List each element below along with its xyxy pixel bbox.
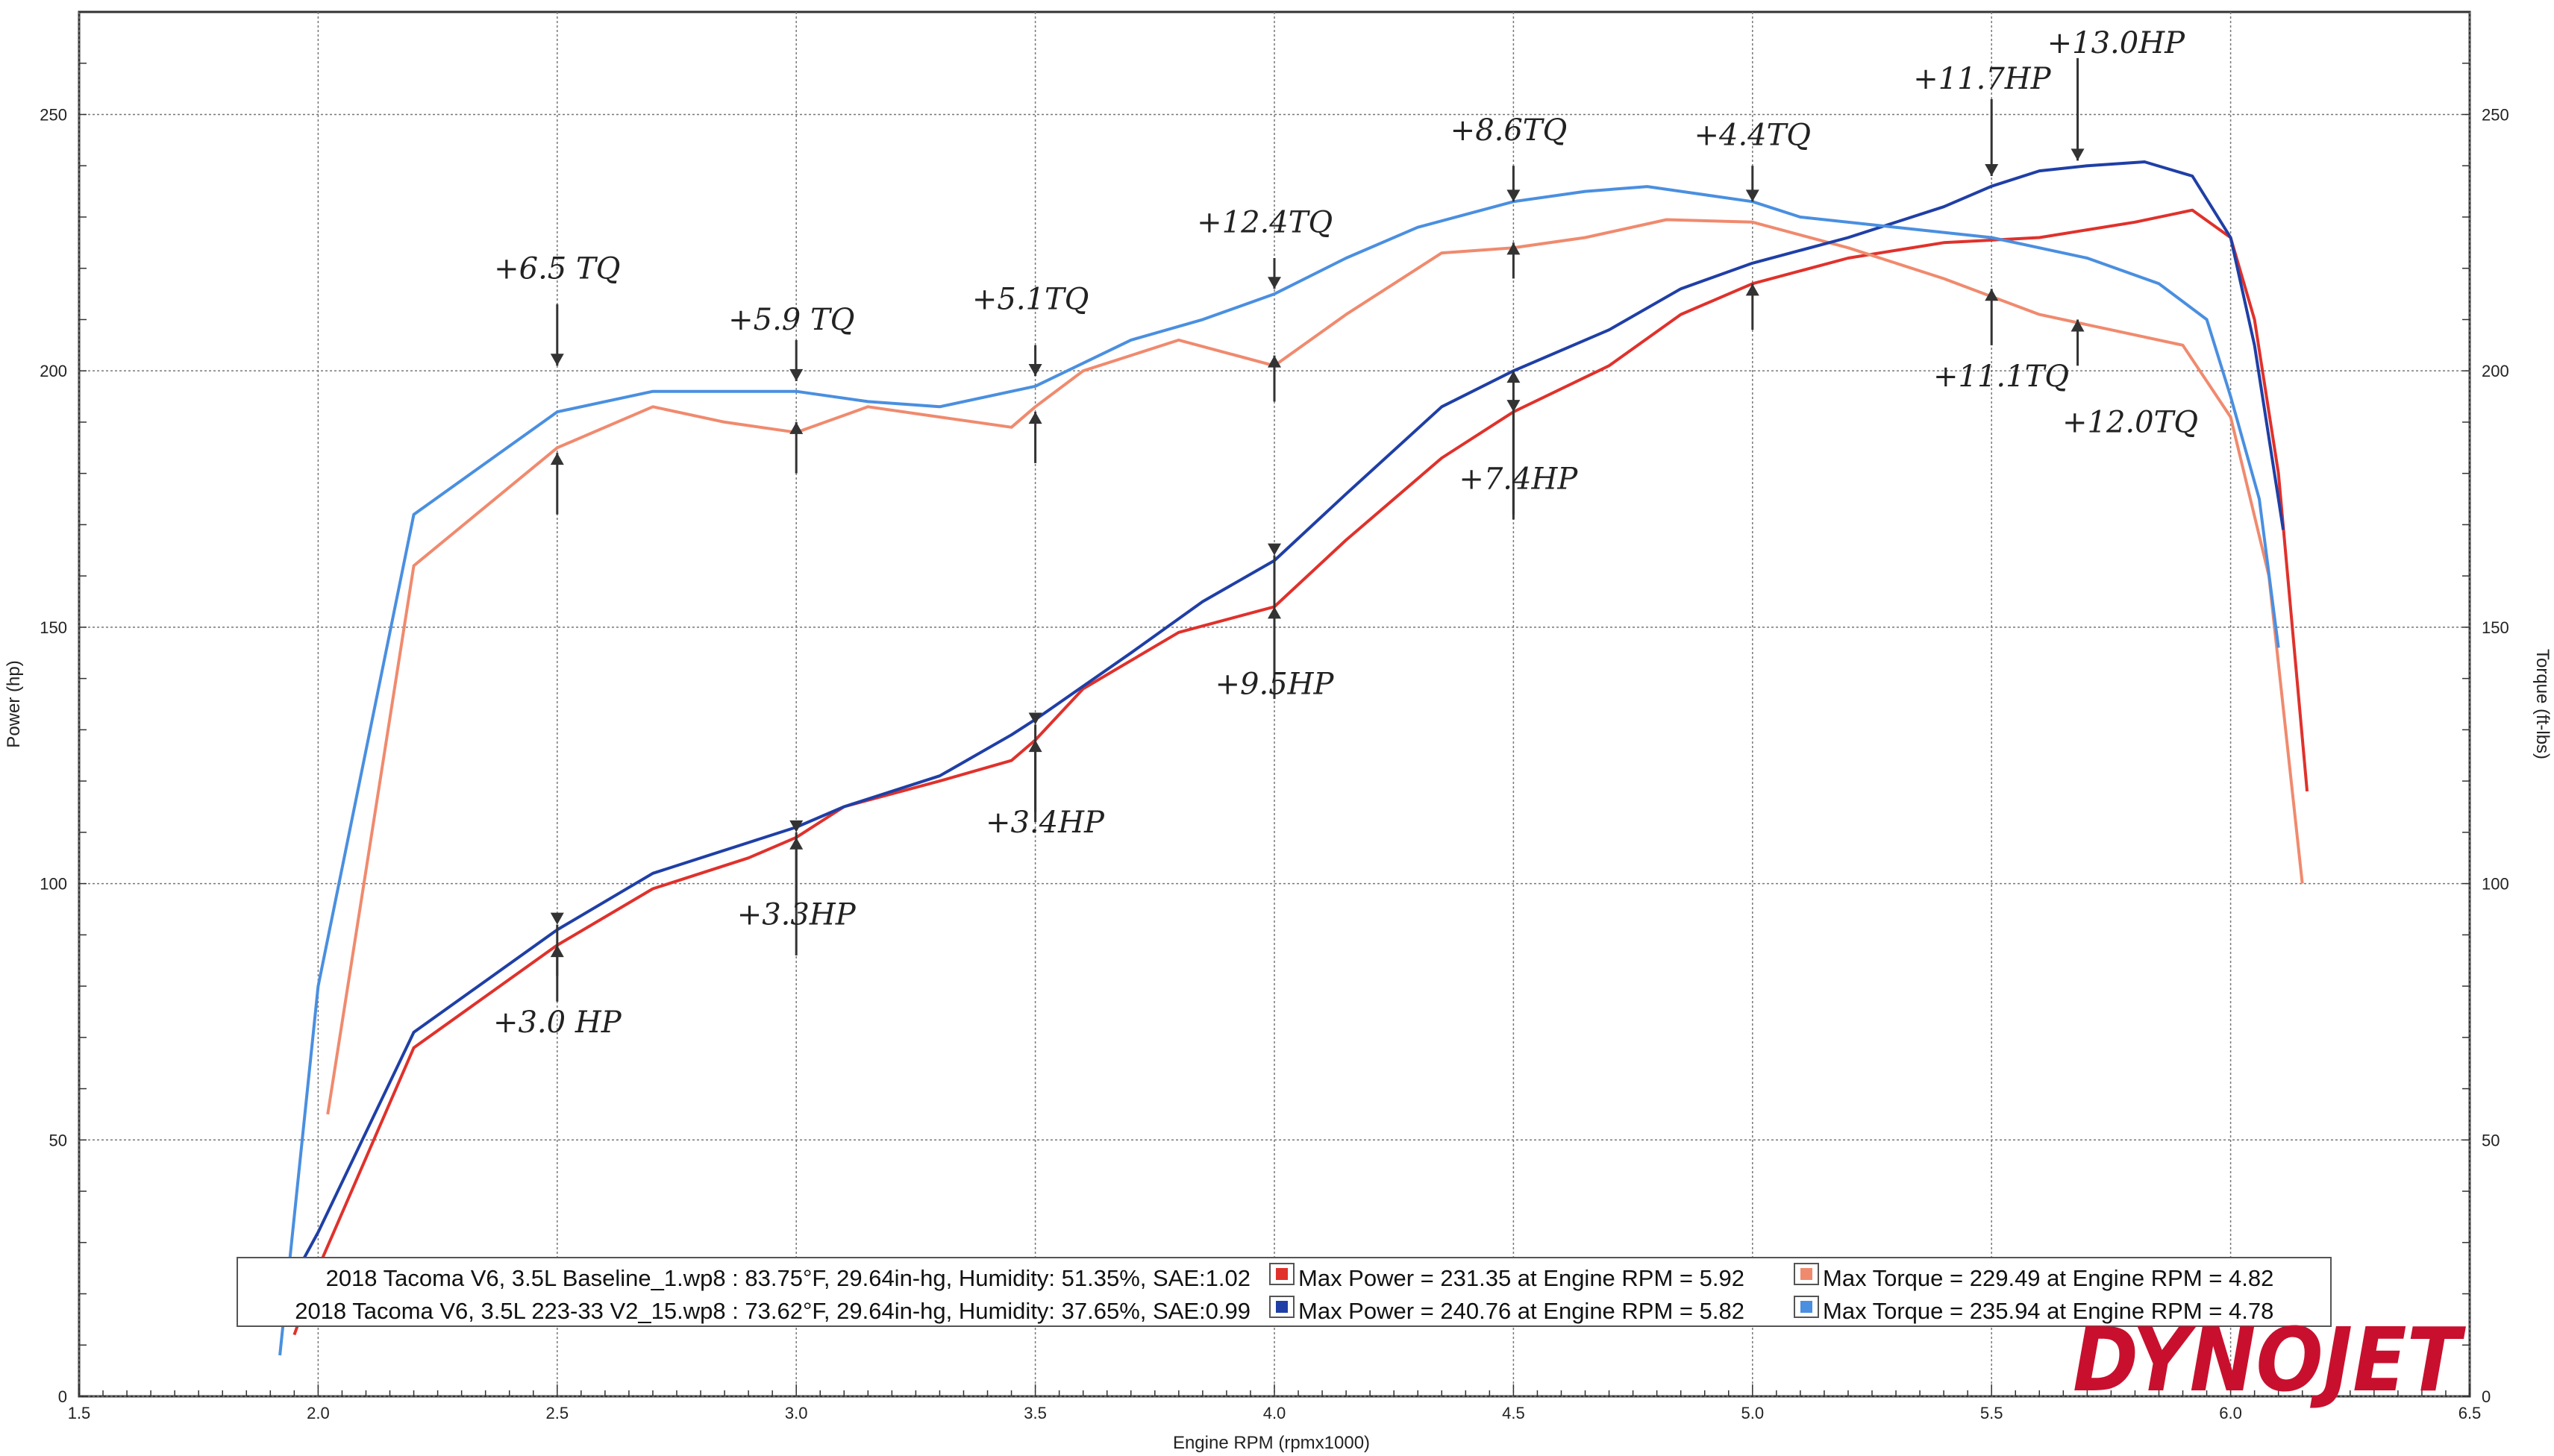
series-lines [278,160,2309,1356]
annotation-arrowhead [2071,319,2085,332]
annotation-arrowhead [789,837,804,850]
annotation-12: +3.4HP [986,806,1105,840]
x-tick-label-8: 5.5 [1980,1404,2003,1422]
y-tick-label-left-5: 250 [40,105,67,124]
x-tick-label-6: 4.5 [1502,1404,1525,1422]
annotation-arrowhead [550,912,564,925]
annotation-arrowhead [1985,163,1999,176]
annotation-9: +12.0TQ [2062,406,2198,440]
legend-swatch-torque-2 [1794,1296,1819,1318]
annotation-6: +11.7HP [1913,62,2051,96]
x-tick-label-9: 6.0 [2219,1404,2242,1422]
plot-area [78,10,2471,1398]
annotation-arrows [550,57,2085,1002]
legend-power-2: Max Power = 240.76 at Engine RPM = 5.82 [1298,1298,1744,1324]
y-tick-label-right-4: 200 [2482,362,2509,380]
x-tick-label-5: 4.0 [1263,1404,1286,1422]
x-tick-label-1: 2.0 [307,1404,330,1422]
legend: 2018 Tacoma V6, 3.5L Baseline_1.wp8 : 83… [237,1257,2332,1327]
y-tick-label-left-4: 200 [40,362,67,380]
minor-ticks [78,11,2470,1397]
y-tick-labels-right: 0 50 100 150 200 250 [2482,105,2509,1406]
annotation-4: +8.6TQ [1450,113,1568,148]
y-tick-label-left-3: 150 [40,618,67,637]
annotation-arrowhead [550,453,564,465]
x-tick-label-4: 3.5 [1024,1404,1047,1422]
y-tick-label-left-2: 100 [40,875,67,894]
annotation-arrowhead [1506,242,1521,255]
annotation-arrowhead [789,368,804,381]
y-tick-label-right-0: 0 [2482,1387,2491,1406]
annotation-arrowhead [1268,543,1281,556]
series-line-2 [283,160,2285,1295]
legend-swatch-power-2-fill [1276,1301,1288,1313]
annotation-8: +11.1TQ [1933,360,2069,394]
x-tick-label-7: 5.0 [1741,1404,1765,1422]
annotation-arrowhead [2071,148,2085,161]
y-tick-label-right-3: 150 [2482,618,2509,637]
legend-run-2: 2018 Tacoma V6, 3.5L 223-33 V2_15.wp8 : … [295,1298,1251,1324]
y-axis-label-left: Power (hp) [4,660,24,747]
annotation-arrowhead [1745,283,1759,296]
x-axis-label: Engine RPM (rpmx1000) [1173,1433,1370,1453]
x-tick-label-10: 6.5 [2458,1404,2482,1422]
legend-swatch-torque-1-fill [1800,1268,1812,1280]
legend-swatch-torque-2-fill [1800,1301,1812,1313]
annotations: +6.5 TQ +5.9 TQ +5.1TQ +12.4TQ +8.6TQ +4.4TQ +… [493,26,2198,1040]
annotation-arrowhead [789,820,804,832]
annotation-arrowhead [1985,289,1999,301]
annotation-10: +7.4HP [1459,462,1578,496]
series-line-3 [278,185,2280,1356]
legend-swatch-power-1-fill [1276,1268,1288,1280]
legend-torque-2: Max Torque = 235.94 at Engine RPM = 4.78 [1823,1298,2273,1324]
y-tick-label-right-1: 50 [2482,1131,2500,1149]
annotation-arrowhead [1028,740,1042,753]
annotation-arrowhead [1506,189,1521,202]
x-tick-labels: 1.5 2.0 2.5 3.0 3.5 4.0 4.5 5.0 5.5 6.0 6.5 [68,1404,2482,1422]
legend-torque-1: Max Torque = 229.49 at Engine RPM = 4.82 [1823,1265,2273,1291]
y-tick-label-right-2: 100 [2482,875,2509,894]
y-tick-label-right-5: 250 [2482,105,2509,124]
y-axis-label-right: Torque (ft-lbs) [2532,649,2553,759]
dynojet-logo: DYNOJET [2073,1308,2467,1411]
annotation-arrowhead [789,421,804,434]
annotation-arrowhead [1506,371,1521,383]
x-tick-label-3: 3.0 [785,1404,808,1422]
annotation-2: +5.1TQ [972,283,1089,317]
legend-run-1: 2018 Tacoma V6, 3.5L Baseline_1.wp8 : 83… [326,1265,1251,1291]
annotation-0: +6.5 TQ [494,251,620,286]
y-tick-label-left-0: 0 [58,1387,67,1406]
annotation-13: +3.3HP [737,898,857,932]
annotation-arrowhead [1745,189,1759,202]
annotation-11: +9.5HP [1215,667,1335,701]
annotation-arrowhead [1028,364,1042,377]
annotation-5: +4.4TQ [1694,119,1811,153]
annotation-arrowhead [1268,277,1281,289]
annotation-14: +3.0 HP [493,1005,622,1040]
annotation-1: +5.9 TQ [728,303,854,337]
y-tick-labels-left: 0 50 100 150 200 250 [40,105,67,1406]
annotation-arrowhead [550,945,564,958]
series-line-0 [292,208,2309,1336]
annotation-arrowhead [1268,606,1281,619]
annotation-3: +12.4TQ [1197,206,1333,240]
annotation-7: +13.0HP [2047,26,2185,60]
series-line-1 [326,218,2304,1115]
annotation-arrowhead [1268,355,1281,368]
y-tick-label-left-1: 50 [49,1131,67,1149]
legend-power-1: Max Power = 231.35 at Engine RPM = 5.92 [1298,1265,1744,1291]
x-tick-label-2: 2.5 [546,1404,569,1422]
annotation-arrowhead [1028,712,1042,725]
annotation-arrowhead [1028,412,1042,424]
annotation-arrowhead [550,354,564,366]
x-tick-label-0: 1.5 [68,1404,91,1422]
